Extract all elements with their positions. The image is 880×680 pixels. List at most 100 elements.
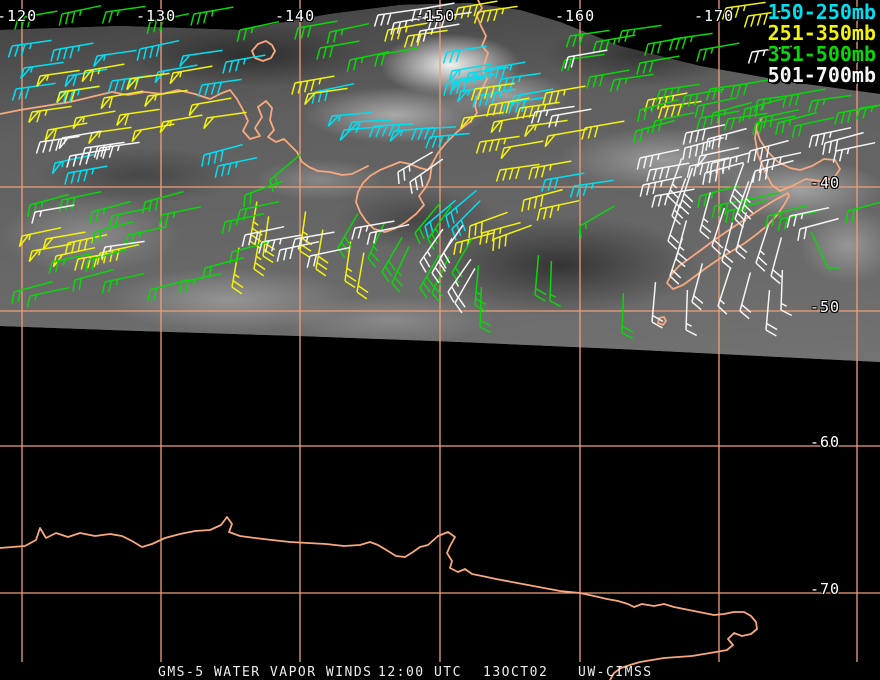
legend-item-150-250mb: 150-250mb	[767, 0, 876, 24]
wind-barb	[758, 151, 802, 173]
wind-barb	[711, 207, 726, 255]
wind-barb	[468, 211, 508, 239]
wind-barb	[729, 163, 745, 211]
wind-barb	[269, 153, 302, 192]
wind-barb	[495, 163, 540, 182]
wind-barb	[528, 160, 572, 180]
wind-barb	[475, 135, 520, 154]
wind-barb	[356, 252, 369, 300]
wind-barb	[88, 126, 132, 144]
wind-barb	[492, 224, 532, 252]
wind-barb	[367, 221, 386, 268]
wind-barb	[131, 123, 175, 143]
wind-barb	[56, 85, 100, 103]
caption-valid-time: 12:00 UTC	[378, 665, 462, 680]
wind-barb	[52, 246, 96, 268]
wind-barb	[747, 139, 789, 163]
wind-barb	[299, 211, 313, 259]
wind-barb	[682, 123, 726, 145]
wind-barb	[391, 246, 410, 293]
wind-barb	[651, 188, 695, 208]
wind-barb	[179, 49, 223, 67]
wind-barb	[845, 201, 880, 223]
wind-barb	[451, 238, 473, 284]
wind-barb	[291, 231, 335, 251]
wind-barb	[490, 114, 534, 134]
wind-barb	[565, 29, 610, 48]
wind-barb	[222, 54, 266, 74]
wind-barb	[696, 42, 740, 62]
wind-barb	[28, 243, 72, 263]
wind-barb	[427, 205, 452, 250]
wind-barb	[581, 120, 625, 140]
lon-label: -170	[694, 7, 735, 25]
wind-barb	[739, 272, 752, 320]
wind-barb	[262, 216, 276, 264]
wind-barb	[786, 206, 830, 228]
wind-barb	[48, 252, 92, 274]
lon-label: -160	[555, 7, 596, 25]
wind-barb	[752, 115, 796, 135]
wind-barb	[534, 255, 547, 302]
wind-barb	[685, 289, 698, 337]
wind-barb	[366, 223, 410, 245]
wind-barb	[669, 237, 684, 285]
wind-barb	[327, 111, 372, 127]
wind-barb	[419, 228, 444, 273]
wind-barb	[28, 105, 72, 123]
wind-barb	[691, 263, 704, 311]
wind-barb	[667, 158, 683, 206]
wind-barb	[390, 15, 434, 35]
lat-label: -50	[810, 298, 841, 316]
wind-barb	[416, 23, 460, 43]
wind-barb	[657, 100, 702, 119]
wind-barb	[64, 68, 108, 88]
wind-barb	[384, 22, 428, 42]
wind-barb	[344, 241, 357, 289]
wind-barb	[780, 269, 793, 317]
wind-barb	[501, 96, 546, 115]
wind-barb	[306, 246, 350, 268]
wind-barb	[368, 123, 414, 138]
wind-barb	[777, 209, 821, 231]
wind-barb	[797, 217, 839, 241]
wind-barb	[644, 92, 688, 112]
legend-item-251-350mb: 251-350mb	[767, 21, 876, 45]
wind-barb	[791, 116, 835, 138]
wind-barb	[834, 105, 878, 125]
wind-barb	[58, 190, 102, 212]
legend-item-501-700mb: 501-700mb	[767, 63, 876, 87]
legend-item-351-500mb: 351-500mb	[767, 42, 876, 66]
wind-barb	[473, 5, 518, 24]
lat-label: -70	[810, 580, 841, 598]
caption-source: UW-CIMSS	[578, 665, 653, 680]
wind-barb	[668, 32, 713, 51]
wind-barb	[765, 290, 778, 337]
wind-barb	[126, 72, 170, 90]
wind-barb	[717, 267, 732, 315]
wind-barb	[807, 94, 852, 113]
wind-barb	[425, 132, 470, 149]
wind-barb	[705, 127, 747, 151]
wind-barb	[107, 74, 152, 93]
wind-barb	[765, 204, 807, 228]
wind-barb	[231, 247, 244, 295]
wind-barb	[403, 29, 448, 48]
wind-barb	[592, 34, 636, 54]
wind-barb	[448, 63, 492, 83]
wind-barb	[639, 175, 683, 197]
wind-barb	[454, 268, 476, 314]
wind-barb	[496, 72, 541, 91]
wind-barb	[479, 221, 521, 245]
wind-barb	[675, 220, 688, 268]
wind-barb	[855, 104, 880, 120]
wind-barb	[243, 180, 283, 208]
wind-barb	[169, 65, 213, 85]
wind-barb	[36, 69, 80, 87]
wind-barb	[730, 78, 774, 98]
wind-barb	[544, 128, 588, 148]
wind-barb	[381, 237, 403, 283]
wind-barb	[11, 82, 56, 101]
wind-barb	[101, 5, 146, 24]
wind-barb	[101, 272, 145, 294]
